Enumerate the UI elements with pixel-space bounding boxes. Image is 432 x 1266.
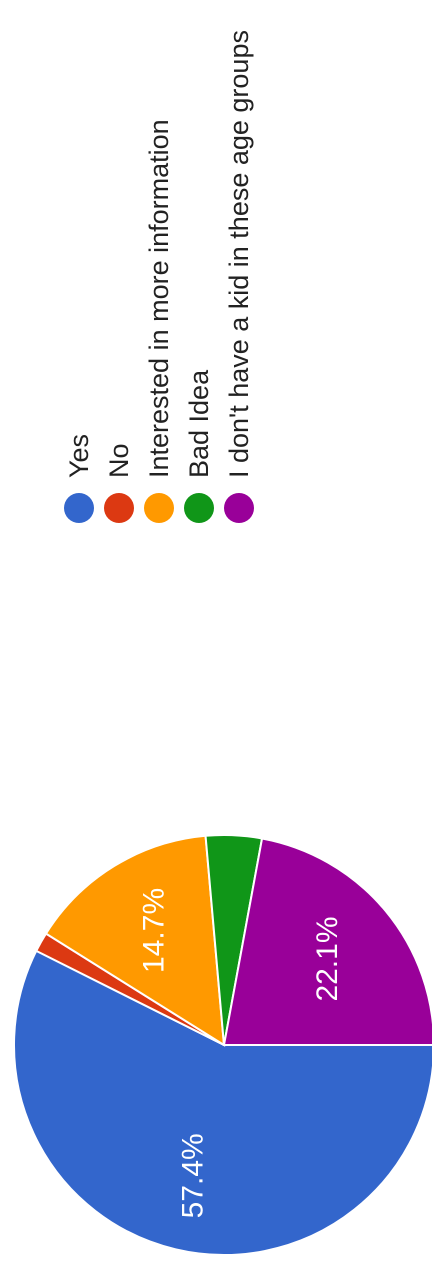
pie-slices <box>13 834 432 1256</box>
legend-label-i-don-t-have-a-kid-in-these-age-groups: I don't have a kid in these age groups <box>224 30 254 478</box>
legend-marker-i-don-t-have-a-kid-in-these-age-groups <box>224 493 254 523</box>
legend-marker-bad-idea <box>184 493 214 523</box>
legend-marker-interested-in-more-information <box>144 493 174 523</box>
slice-label-yes: 57.4% <box>177 1133 210 1218</box>
legend-label-bad-idea: Bad Idea <box>184 369 214 478</box>
pie-slice-yes <box>13 949 432 1256</box>
slice-label-interested-in-more-information: 14.7% <box>137 888 170 973</box>
legend: Yes No Interested in more information Bad I… <box>64 30 254 523</box>
legend-marker-yes <box>64 493 94 523</box>
slice-labels: 57.4% 14.7% 22.1% <box>137 888 344 1218</box>
pie-slice-interested-in-more-information <box>44 834 226 1047</box>
legend-label-no: No <box>104 443 134 478</box>
legend-marker-no <box>104 493 134 523</box>
pie-slice-i-don-t-have-a-kid-in-these-age-groups <box>222 837 432 1046</box>
legend-label-interested-in-more-information: Interested in more information <box>144 119 174 478</box>
slice-label-i-don-t-have-a-kid-in-these-age-groups: 22.1% <box>311 916 344 1001</box>
legend-label-yes: Yes <box>64 434 94 478</box>
